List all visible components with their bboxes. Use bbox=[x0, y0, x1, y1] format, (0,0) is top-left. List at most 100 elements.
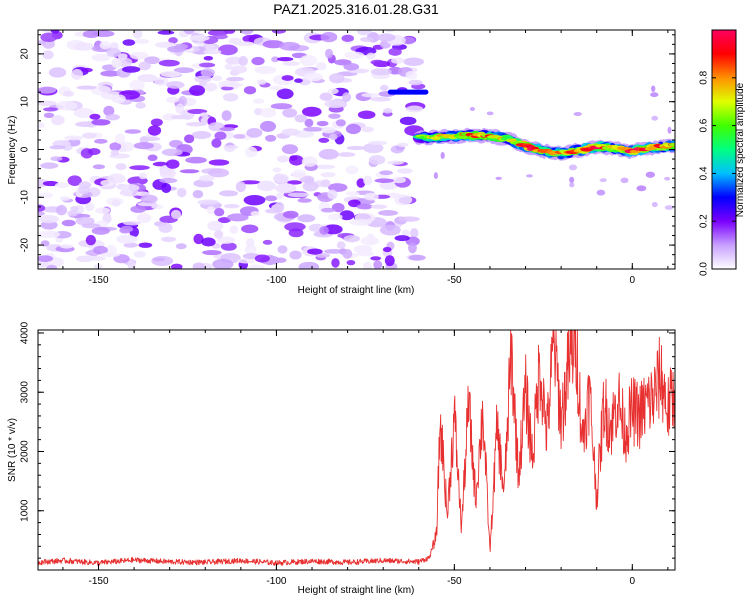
noise-blob bbox=[221, 82, 243, 88]
noise-blob bbox=[405, 105, 424, 113]
noise-blob bbox=[212, 258, 234, 269]
x-tick-label: -100 bbox=[266, 275, 286, 286]
noise-blob bbox=[275, 192, 284, 200]
noise-blob bbox=[318, 148, 339, 160]
noise-blob bbox=[38, 204, 46, 212]
noise-blob bbox=[185, 156, 207, 164]
noise-blob bbox=[43, 107, 59, 112]
spectrogram-y-ticks: -20 -10 0 10 20 bbox=[20, 34, 675, 265]
y-tick-label: 1000 bbox=[20, 499, 31, 522]
signal-speck bbox=[651, 201, 658, 208]
noise-blob bbox=[139, 136, 161, 142]
noise-blob bbox=[50, 30, 60, 34]
noise-blob bbox=[59, 243, 74, 249]
noise-blob bbox=[123, 221, 141, 226]
noise-blob bbox=[354, 212, 376, 223]
signal-cell bbox=[668, 142, 675, 147]
snr-panel: -150 -100 -50 0 1000 2000 3000 4000 Height of … bbox=[7, 321, 676, 596]
spectrogram-y-label: Frequency (Hz) bbox=[7, 116, 18, 185]
noise-blob bbox=[175, 243, 187, 250]
noise-blob bbox=[185, 122, 207, 127]
noise-blob bbox=[179, 169, 200, 174]
noise-blob bbox=[46, 264, 58, 269]
noise-blob bbox=[221, 110, 232, 121]
noise-blob bbox=[307, 248, 323, 255]
noise-blob bbox=[64, 135, 84, 141]
signal-speck bbox=[568, 164, 578, 171]
noise-blob bbox=[38, 255, 54, 262]
noise-blob bbox=[264, 208, 282, 214]
noise-blob bbox=[343, 235, 361, 243]
noise-blob bbox=[121, 66, 141, 73]
noise-blob bbox=[357, 110, 376, 120]
noise-blob bbox=[123, 242, 138, 248]
noise-blob bbox=[91, 53, 111, 62]
noise-blob bbox=[250, 210, 260, 217]
noise-blob bbox=[73, 108, 95, 119]
signal-speck bbox=[664, 205, 674, 210]
noise-blob bbox=[331, 258, 340, 268]
noise-blob bbox=[373, 260, 383, 269]
noise-blob bbox=[147, 154, 158, 162]
noise-blob bbox=[379, 180, 398, 190]
noise-blob bbox=[337, 152, 356, 157]
noise-blob bbox=[70, 206, 79, 211]
noise-blob bbox=[109, 142, 122, 151]
noise-blob bbox=[302, 181, 319, 192]
noise-blob bbox=[211, 75, 223, 82]
signal-speck bbox=[573, 111, 582, 116]
noise-blob bbox=[244, 244, 257, 255]
noise-blob bbox=[398, 216, 420, 222]
noise-blob bbox=[396, 142, 409, 147]
noise-blob bbox=[276, 88, 294, 100]
noise-blob bbox=[227, 213, 249, 222]
noise-blob bbox=[224, 145, 239, 150]
noise-blob bbox=[256, 180, 277, 192]
noise-blob bbox=[282, 210, 299, 219]
noise-blob bbox=[166, 81, 185, 89]
noise-blob bbox=[168, 37, 178, 44]
snr-series-line bbox=[38, 330, 675, 566]
noise-blob bbox=[201, 237, 216, 247]
signal-speck bbox=[651, 85, 656, 93]
noise-blob bbox=[304, 118, 314, 128]
noise-blob bbox=[203, 82, 218, 92]
noise-blob bbox=[198, 175, 215, 182]
noise-blob bbox=[246, 128, 263, 138]
signal-speck bbox=[620, 177, 629, 184]
noise-blob bbox=[303, 72, 323, 82]
noise-blob bbox=[111, 94, 126, 104]
signal-ridge bbox=[412, 85, 675, 210]
noise-blob bbox=[379, 170, 393, 176]
noise-blob bbox=[353, 245, 373, 254]
noise-blob bbox=[85, 234, 97, 246]
noise-blob bbox=[265, 134, 277, 142]
noise-blob bbox=[154, 41, 176, 48]
noise-blob bbox=[67, 210, 79, 217]
noise-blob bbox=[379, 224, 401, 236]
noise-blob bbox=[341, 34, 354, 43]
noise-blob bbox=[405, 70, 418, 80]
noise-blob bbox=[48, 67, 67, 78]
noise-blob bbox=[219, 190, 238, 197]
noise-blob bbox=[268, 85, 285, 90]
noise-blob bbox=[319, 225, 329, 235]
x-tick-label: -150 bbox=[88, 576, 108, 587]
noise-blob bbox=[345, 165, 359, 175]
noise-blob bbox=[408, 254, 426, 261]
noise-blob bbox=[113, 254, 130, 264]
noise-blob bbox=[192, 190, 204, 199]
noise-blob bbox=[299, 55, 318, 66]
noise-blob bbox=[193, 179, 214, 188]
noise-blob bbox=[120, 184, 140, 192]
noise-blob bbox=[165, 96, 180, 103]
y-tick-label: 4000 bbox=[20, 321, 31, 344]
noise-blob bbox=[194, 75, 212, 83]
noise-blob bbox=[301, 106, 322, 117]
noise-blob bbox=[100, 70, 121, 77]
snr-x-label: Height of straight line (km) bbox=[298, 585, 415, 596]
noise-blob bbox=[231, 65, 248, 74]
noise-blob bbox=[114, 133, 126, 144]
noise-blob bbox=[94, 138, 108, 144]
